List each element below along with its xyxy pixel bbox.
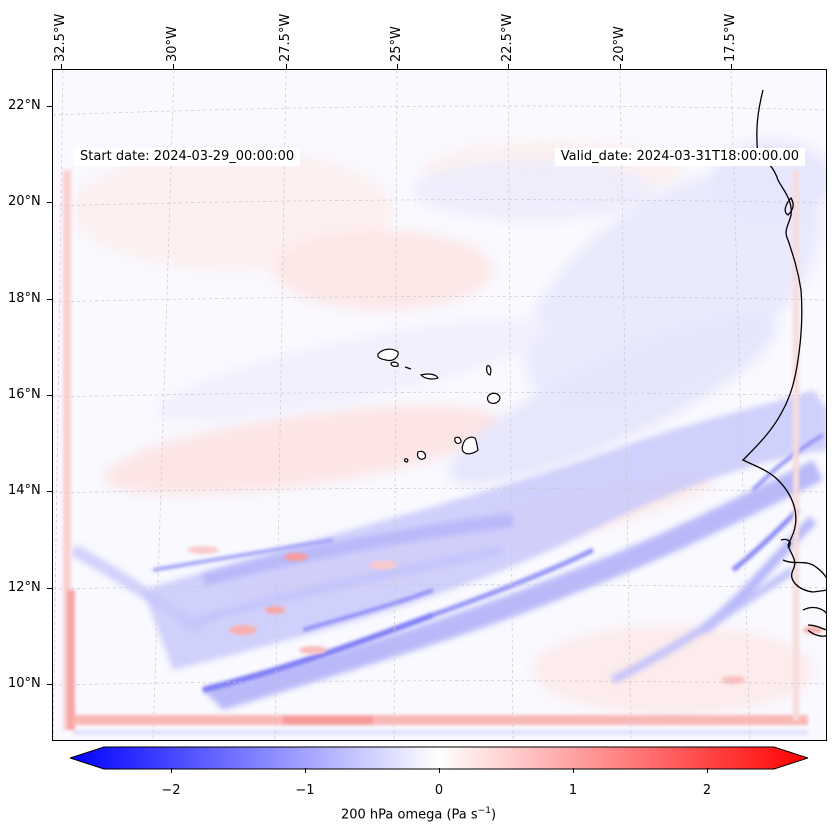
lat-tick-label: 22°N [8, 98, 41, 113]
strong-ascent-streaks [152, 433, 825, 693]
lon-tick-label: 32.5°W [53, 13, 68, 62]
lat-tick-label: 18°N [8, 291, 41, 306]
lat-tick-label: 10°N [8, 676, 41, 691]
colorbar-tick-label: 1 [568, 783, 578, 798]
colorbar-tick-label: −1 [295, 783, 315, 798]
descent-spots [187, 546, 823, 684]
start-date-label: Start date: 2024-03-29_00:00:00 [74, 148, 301, 166]
convective-band [70, 390, 826, 710]
lon-tick-label: 20°W [612, 26, 627, 62]
lon-tick-label: 17.5°W [723, 13, 738, 62]
colorbar-tick-label: 2 [702, 783, 712, 798]
boundary-artifacts [63, 170, 808, 735]
lat-tick-label: 14°N [8, 483, 41, 498]
colorbar-tick-label: −2 [161, 783, 181, 798]
colorbar-label: 200 hPa omega (Pa s−1) [0, 806, 837, 822]
lon-tick-label: 27.5°W [278, 13, 293, 62]
lon-tick-label: 25°W [389, 26, 404, 62]
lon-tick-label: 22.5°W [500, 13, 515, 62]
negative-omega-regions [157, 140, 826, 485]
lat-tick-label: 16°N [8, 387, 41, 402]
cape-verde-islands [377, 348, 501, 463]
lat-tick-label: 12°N [8, 580, 41, 595]
coastline [741, 89, 826, 637]
valid-date-label: Valid_date: 2024-03-31T18:00:00.00 [554, 148, 805, 166]
map-plot-area: Start date: 2024-03-29_00:00:00 Valid_da… [52, 69, 827, 741]
lon-tick-label: 30°W [165, 26, 180, 62]
colorbar-strip [70, 746, 808, 770]
omega-field-map [53, 70, 826, 740]
colorbar-label-suffix: ) [490, 807, 497, 823]
graticule [53, 70, 826, 740]
colorbar-label-text: 200 hPa omega (Pa s [340, 807, 478, 823]
colorbar-label-exponent: −1 [477, 806, 491, 816]
colorbar-tick-label: 0 [434, 783, 444, 798]
lat-tick-label: 20°N [8, 194, 41, 209]
